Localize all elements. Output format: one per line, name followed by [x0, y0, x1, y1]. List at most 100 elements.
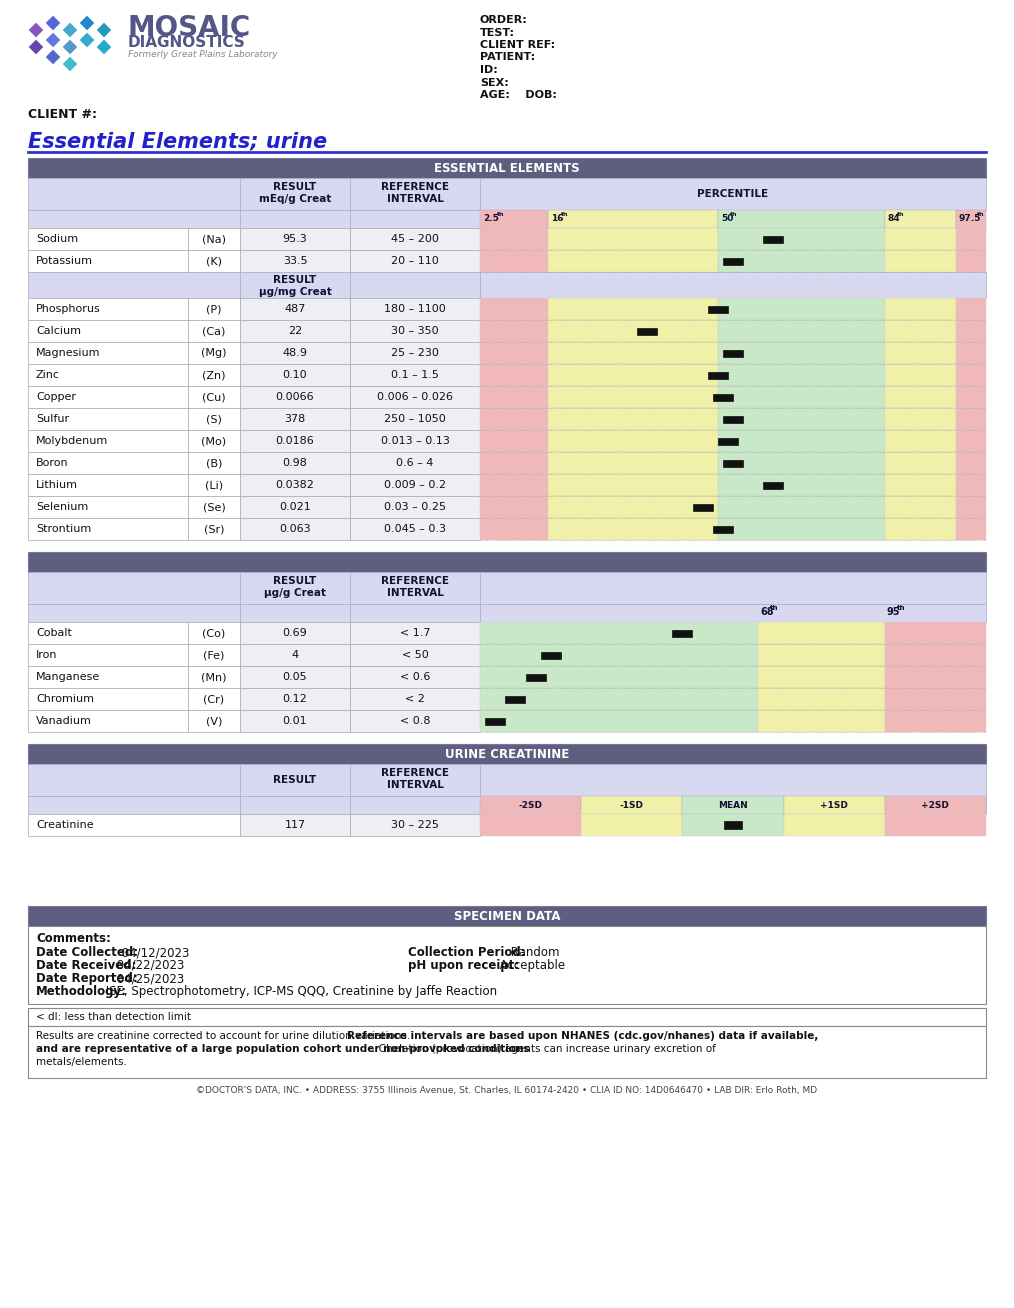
Text: 180 – 1100: 180 – 1100	[384, 303, 446, 314]
Bar	[188, 320, 240, 341]
Bar	[480, 688, 758, 710]
Text: and are representative of a large population cohort under non-provoked condition: and are representative of a large popula…	[37, 1044, 529, 1054]
Text: 0.0066: 0.0066	[276, 392, 314, 402]
Bar	[480, 623, 758, 644]
Text: Manganese: Manganese	[37, 672, 100, 681]
Bar	[724, 821, 742, 829]
Bar	[28, 496, 188, 518]
Bar	[480, 250, 549, 272]
Bar	[718, 430, 885, 453]
Text: < 50: < 50	[402, 650, 428, 661]
Bar	[350, 623, 480, 644]
Bar	[480, 644, 758, 666]
Text: (Se): (Se)	[203, 502, 225, 511]
Bar	[549, 250, 718, 272]
Bar	[480, 666, 758, 688]
Text: th: th	[497, 212, 504, 217]
Text: AGE:    DOB:: AGE: DOB:	[480, 90, 557, 99]
Bar	[480, 710, 758, 732]
Text: 0.009 – 0.2: 0.009 – 0.2	[384, 480, 446, 490]
Bar	[28, 710, 188, 732]
Bar	[28, 453, 188, 473]
Bar	[240, 688, 350, 710]
Text: ©DOCTOR'S DATA, INC. • ADDRESS: 3755 Illinois Avenue, St. Charles, IL 60174-2420: ©DOCTOR'S DATA, INC. • ADDRESS: 3755 Ill…	[197, 1086, 817, 1095]
Text: SEX:: SEX:	[480, 77, 509, 88]
Text: 50: 50	[721, 213, 733, 222]
Text: RESULT: RESULT	[274, 776, 316, 785]
Bar	[240, 430, 350, 453]
Bar	[188, 453, 240, 473]
Text: 0.05: 0.05	[283, 672, 307, 681]
Text: 25 – 230: 25 – 230	[391, 348, 439, 358]
Text: < 0.6: < 0.6	[400, 672, 430, 681]
Bar	[188, 623, 240, 644]
Bar	[350, 408, 480, 430]
Bar	[240, 386, 350, 408]
Bar	[480, 473, 549, 496]
Bar	[549, 386, 718, 408]
Text: < 0.8: < 0.8	[400, 715, 430, 726]
Bar	[28, 298, 188, 320]
Bar	[581, 797, 682, 814]
Bar	[718, 341, 885, 364]
Bar	[480, 228, 549, 250]
Bar	[28, 814, 240, 836]
Bar	[549, 518, 718, 540]
Text: th: th	[561, 212, 568, 217]
Text: 378: 378	[284, 415, 305, 424]
Text: Vanadium: Vanadium	[37, 715, 92, 726]
Text: ESSENTIAL ELEMENTS: ESSENTIAL ELEMENTS	[434, 161, 580, 174]
Text: metals/elements.: metals/elements.	[37, 1057, 127, 1067]
Bar	[480, 496, 549, 518]
Text: Iron: Iron	[37, 650, 58, 661]
Bar	[955, 496, 986, 518]
Bar	[480, 178, 986, 211]
Bar	[549, 228, 718, 250]
Text: 0.12: 0.12	[283, 695, 307, 704]
Text: TEST:: TEST:	[480, 27, 515, 38]
Text: 04/22/2023: 04/22/2023	[113, 959, 185, 972]
Bar	[350, 496, 480, 518]
Bar	[240, 764, 350, 797]
Bar	[28, 1008, 986, 1025]
Bar	[885, 320, 955, 341]
Text: 250 – 1050: 250 – 1050	[384, 415, 446, 424]
Text: 0.021: 0.021	[279, 502, 311, 511]
Bar	[188, 298, 240, 320]
Bar	[350, 430, 480, 453]
Text: Acceptable: Acceptable	[496, 959, 565, 972]
Text: . Chelation (provocation) agents can increase urinary excretion of: . Chelation (provocation) agents can inc…	[372, 1044, 716, 1054]
Bar	[581, 814, 682, 836]
Text: 84: 84	[888, 213, 900, 222]
Text: 4: 4	[291, 650, 298, 661]
Text: th: th	[896, 604, 906, 611]
Bar	[480, 408, 549, 430]
Bar	[549, 453, 718, 473]
Bar	[240, 496, 350, 518]
Bar	[188, 250, 240, 272]
Bar	[718, 211, 885, 228]
Text: Sodium: Sodium	[37, 234, 78, 245]
Bar	[713, 526, 733, 532]
Bar	[350, 814, 480, 836]
Bar	[480, 764, 986, 797]
Bar	[480, 814, 581, 836]
Bar	[240, 272, 350, 298]
Text: MOSAIC: MOSAIC	[128, 14, 251, 42]
Bar	[188, 710, 240, 732]
Bar	[718, 453, 885, 473]
Bar	[885, 408, 955, 430]
Bar	[764, 481, 784, 488]
Text: 30 – 350: 30 – 350	[391, 326, 439, 336]
Bar	[682, 797, 784, 814]
Bar	[955, 364, 986, 386]
Text: -1SD: -1SD	[620, 800, 644, 810]
Text: Essential Elements; urine: Essential Elements; urine	[28, 132, 328, 152]
Text: 20 – 110: 20 – 110	[391, 256, 439, 266]
Bar	[350, 473, 480, 496]
Bar	[28, 272, 240, 298]
Text: 0.10: 0.10	[283, 370, 307, 381]
Bar	[885, 250, 955, 272]
Bar	[188, 430, 240, 453]
Bar	[955, 453, 986, 473]
